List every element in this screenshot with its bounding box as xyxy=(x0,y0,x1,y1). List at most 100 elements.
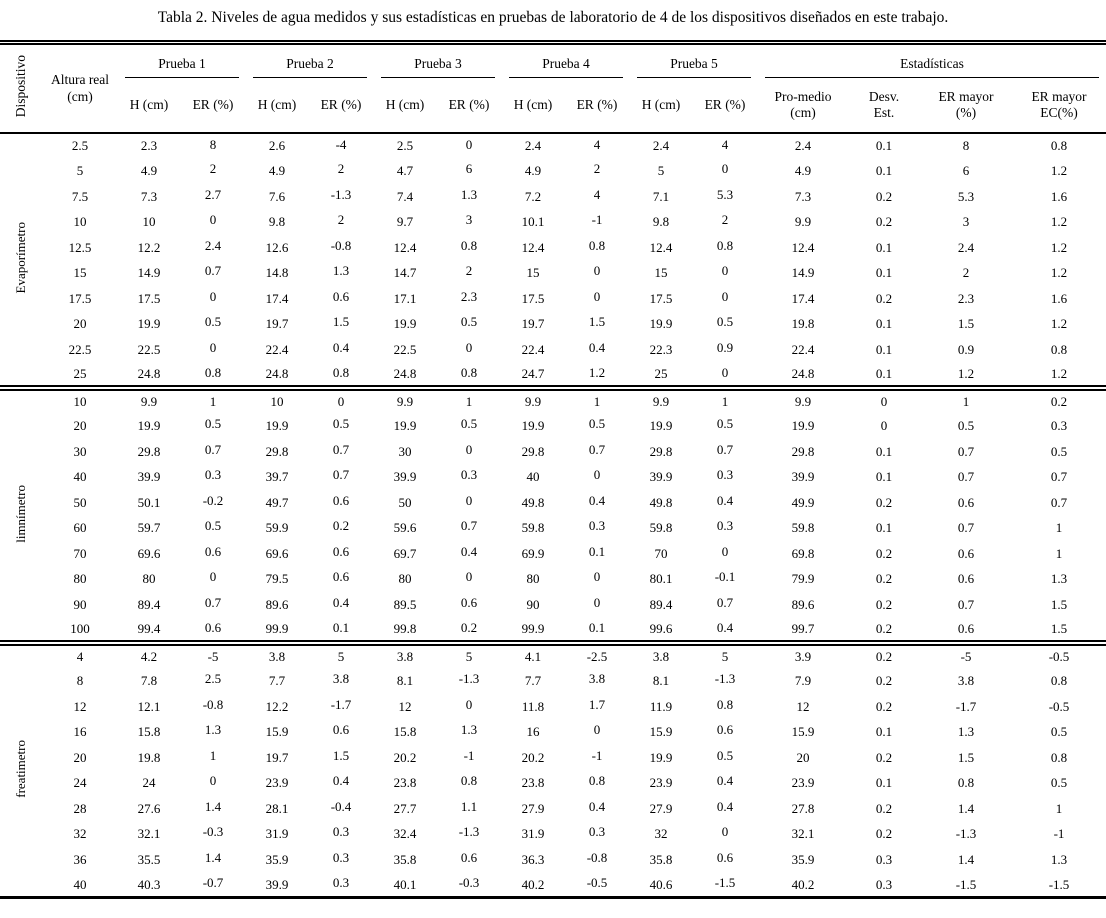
h-cm-cell: 7.7 xyxy=(268,673,286,689)
h-cm-cell: 7.4 xyxy=(396,188,414,204)
table-row: 60 59.7 0.5 59.9 0.2 59.6 0.7 59.8 0.3 59.8 0.3 59.… xyxy=(0,515,1106,541)
stat-cell: 1.5 xyxy=(957,316,975,332)
stat-cell: 0.1 xyxy=(875,163,893,179)
er-pct-cell: 0 xyxy=(465,696,473,712)
column-header-promedio: Pro-medio (cm) xyxy=(758,77,848,134)
er-pct-cell: -0.8 xyxy=(330,237,352,253)
stat-cell: 0.7 xyxy=(957,596,975,612)
stat-cell: 6 xyxy=(962,163,970,179)
stat-cell: 1 xyxy=(1055,520,1063,536)
er-pct-cell: 0.6 xyxy=(332,569,350,585)
er-pct-cell: 0.6 xyxy=(716,722,734,738)
h-cm-cell: 35.8 xyxy=(649,851,673,867)
er-pct-cell: 0 xyxy=(593,467,601,483)
er-pct-cell: -1 xyxy=(591,212,603,228)
h-cm-cell: 22.4 xyxy=(265,341,289,357)
stat-cell: 89.6 xyxy=(791,596,815,612)
er-pct-cell: 5.3 xyxy=(716,186,734,202)
stat-cell: 0.1 xyxy=(875,520,893,536)
er-pct-cell: 2 xyxy=(721,212,729,228)
stat-cell: 3.8 xyxy=(957,673,975,689)
table-row: 20 19.9 0.5 19.7 1.5 19.9 0.5 19.7 1.5 19.9 0.5 19.… xyxy=(0,311,1106,337)
h-cm-cell: 80 xyxy=(142,571,156,587)
stat-cell: 1.2 xyxy=(1050,365,1068,381)
h-cm-cell: 99.9 xyxy=(265,620,289,636)
stat-cell: -1.7 xyxy=(955,698,977,714)
stat-cell: 99.7 xyxy=(791,620,815,636)
h-cm-cell: 50.1 xyxy=(137,494,161,510)
table-row: 15 14.9 0.7 14.8 1.3 14.7 2 15 0 15 0 14.9 0.1 2 1.2 xyxy=(0,260,1106,286)
table-row: 16 15.8 1.3 15.9 0.6 15.8 1.3 16 0 15.9 0.6 15.9 0.1… xyxy=(0,719,1106,745)
stat-cell: -1.5 xyxy=(955,876,977,892)
stat-cell: 1.3 xyxy=(1050,851,1068,867)
stat-cell: 0.8 xyxy=(1050,138,1068,154)
er-pct-cell: 4 xyxy=(593,186,601,202)
h-cm-cell: 40.2 xyxy=(521,876,545,892)
stat-cell: 0.5 xyxy=(1050,775,1068,791)
altura-real-cell: 16 xyxy=(73,724,87,740)
table-title: Tabla 2. Niveles de agua medidos y sus e… xyxy=(157,9,949,26)
h-cm-cell: 80 xyxy=(398,571,412,587)
section-freatimetro: freatimetro 4 4.2 -5 3.8 5 3.8 5 4.1 -2.5 3.8 5 3.9 0… xyxy=(0,639,1106,898)
stat-cell: 7.9 xyxy=(794,673,812,689)
er-pct-cell: 2.3 xyxy=(460,288,478,304)
stat-cell: 0.6 xyxy=(957,571,975,587)
h-cm-cell: 2.3 xyxy=(140,138,158,154)
er-pct-cell: 0.8 xyxy=(716,237,734,253)
stat-cell: 5.3 xyxy=(957,188,975,204)
er-pct-cell: 0 xyxy=(209,773,217,789)
h-cm-cell: 20.2 xyxy=(393,749,417,765)
h-cm-cell: 59.6 xyxy=(393,520,417,536)
er-pct-cell: 0.3 xyxy=(204,467,222,483)
er-pct-cell: 0.7 xyxy=(588,441,606,457)
er-pct-cell: 0.7 xyxy=(716,441,734,457)
er-pct-cell: 5 xyxy=(436,639,502,669)
h-cm-cell: 19.9 xyxy=(265,418,289,434)
altura-real-cell: 30 xyxy=(73,443,87,459)
stat-cell: -0.5 xyxy=(1012,639,1106,669)
h-cm-cell: 22.3 xyxy=(649,341,673,357)
device-label: limnímetro xyxy=(0,384,42,643)
stat-cell: 19.9 xyxy=(791,418,815,434)
stat-cell: 0.8 xyxy=(957,775,975,791)
h-cm-cell: 10 xyxy=(246,384,308,414)
er-pct-cell: 1 xyxy=(564,384,630,414)
stat-cell: 0.1 xyxy=(875,724,893,740)
h-cm-cell: 25 xyxy=(654,365,668,381)
er-pct-cell: 5 xyxy=(308,639,374,669)
stat-cell: 0.2 xyxy=(875,800,893,816)
header-row-groups: Dispositivo Altura real (cm) Prueba 1 Pr… xyxy=(0,42,1106,134)
stat-cell: 0.6 xyxy=(957,545,975,561)
er-pct-cell: 0.7 xyxy=(716,594,734,610)
er-pct-cell: 2.5 xyxy=(204,671,222,687)
h-cm-cell: 39.9 xyxy=(393,469,417,485)
er-pct-cell: 0.8 xyxy=(204,365,222,381)
er-pct-cell: 0.4 xyxy=(716,798,734,814)
stat-cell: 0.2 xyxy=(875,545,893,561)
stat-cell: 1.6 xyxy=(1050,188,1068,204)
h-cm-cell: 69.6 xyxy=(137,545,161,561)
stat-cell: 0.8 xyxy=(1050,673,1068,689)
stat-cell: 0.2 xyxy=(875,698,893,714)
er-pct-cell: 2 xyxy=(337,161,345,177)
altura-real-cell: 12.5 xyxy=(68,239,92,255)
er-pct-cell: -4 xyxy=(335,136,347,152)
h-cm-cell: 9.7 xyxy=(396,214,414,230)
altura-real-cell: 20 xyxy=(73,749,87,765)
stat-cell: 1.5 xyxy=(957,749,975,765)
h-cm-cell: 24.8 xyxy=(137,365,161,381)
table-row: 12.5 12.2 2.4 12.6 -0.8 12.4 0.8 12.4 0.8 12.4 0.8… xyxy=(0,235,1106,261)
er-pct-cell: 1.5 xyxy=(588,314,606,330)
h-cm-cell: 40.1 xyxy=(393,876,417,892)
column-header-h-3: H (cm) xyxy=(374,77,436,134)
h-cm-cell: 12.2 xyxy=(265,698,289,714)
h-cm-cell: 17.5 xyxy=(521,290,545,306)
h-cm-cell: 23.8 xyxy=(393,775,417,791)
h-cm-cell: 17.1 xyxy=(393,290,417,306)
altura-real-cell: 32 xyxy=(73,826,87,842)
stat-cell: 29.8 xyxy=(791,443,815,459)
altura-real-cell: 40 xyxy=(73,876,87,892)
h-cm-cell: 11.8 xyxy=(521,698,545,714)
h-cm-cell: 15.9 xyxy=(649,724,673,740)
er-pct-cell: 0.7 xyxy=(204,594,222,610)
